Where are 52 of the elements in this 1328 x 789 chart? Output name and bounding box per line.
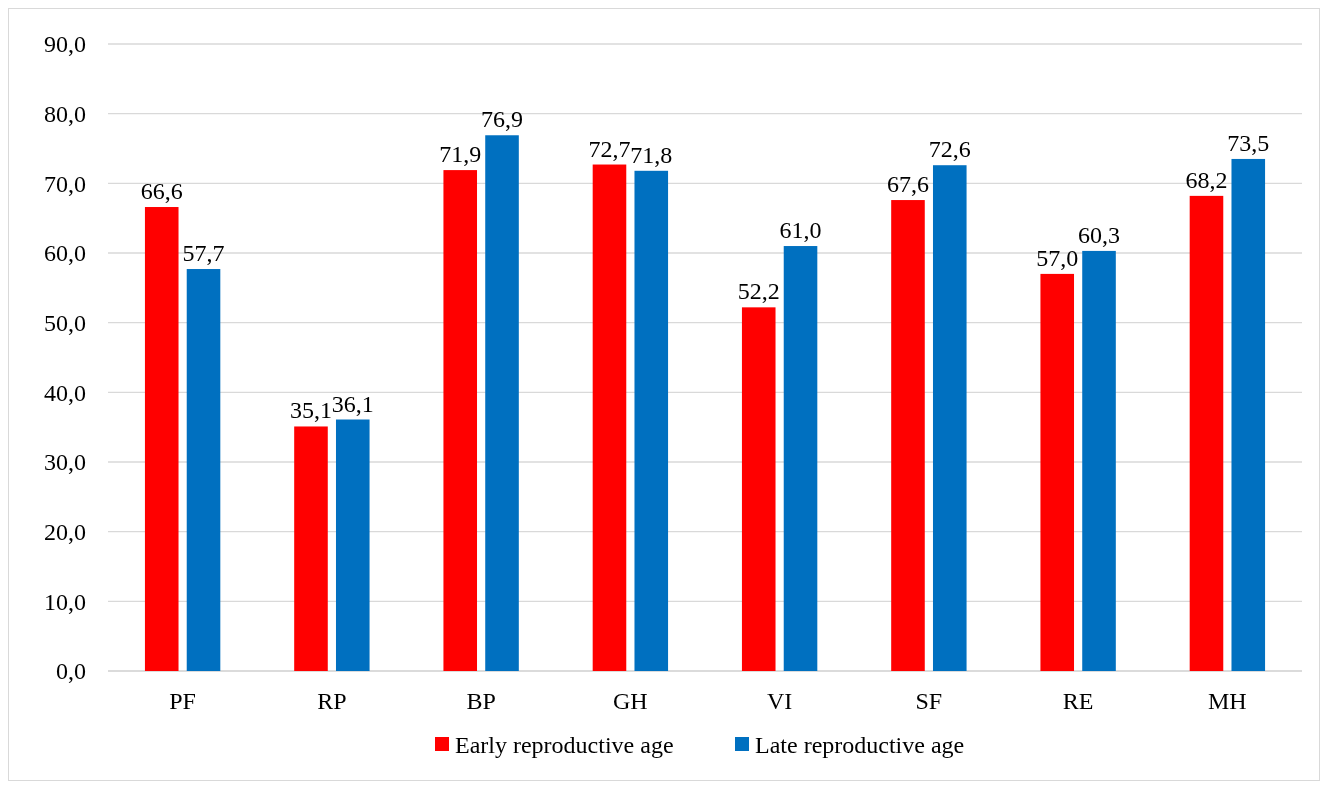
data-label: 60,3 — [1078, 221, 1121, 248]
data-label: 72,6 — [928, 136, 971, 163]
y-tick-label: 60,0 — [44, 240, 86, 267]
bar — [783, 246, 818, 671]
y-tick-label: 30,0 — [44, 449, 86, 476]
data-label: 72,7 — [588, 135, 631, 162]
x-tick-label: MH — [1208, 688, 1247, 714]
bar — [932, 165, 967, 671]
y-tick-label: 40,0 — [44, 379, 86, 406]
y-tick-label: 90,0 — [44, 31, 86, 58]
y-tick-label: 70,0 — [44, 170, 86, 197]
data-label: 57,0 — [1036, 244, 1079, 271]
bar — [144, 207, 179, 671]
y-tick-label: 0,0 — [56, 658, 86, 685]
bar — [1189, 195, 1224, 671]
y-tick-label: 50,0 — [44, 310, 86, 337]
x-tick-label: GH — [613, 688, 648, 714]
bar — [891, 200, 925, 671]
x-tick-label: PF — [169, 688, 196, 714]
y-tick-label: 10,0 — [44, 588, 86, 615]
data-label: 61,0 — [779, 217, 822, 244]
bar — [592, 164, 627, 671]
bar — [186, 269, 221, 671]
bar — [335, 419, 370, 671]
x-tick-label: RP — [317, 688, 347, 714]
x-tick-label: SF — [915, 688, 943, 714]
data-label: 67,6 — [886, 171, 929, 198]
bar — [485, 135, 519, 671]
x-tick-label: RE — [1062, 688, 1094, 714]
bar — [634, 170, 669, 671]
data-label: 66,6 — [140, 178, 183, 205]
y-tick-label: 80,0 — [44, 101, 86, 128]
data-label: 71,8 — [630, 141, 673, 168]
data-label: 52,2 — [737, 278, 780, 305]
bar — [1040, 273, 1075, 671]
bar — [443, 170, 478, 671]
bar — [741, 307, 776, 671]
y-tick-label: 20,0 — [44, 519, 86, 546]
data-label: 57,7 — [182, 240, 225, 267]
x-tick-label: VI — [766, 688, 793, 714]
bar — [294, 426, 328, 671]
legend-label: Early reproductive age — [455, 732, 674, 758]
x-tick-label: BP — [466, 688, 496, 714]
data-label: 68,2 — [1185, 166, 1228, 193]
data-label: 71,9 — [439, 141, 482, 168]
data-label: 73,5 — [1227, 129, 1270, 156]
legend-label: Late reproductive age — [755, 732, 965, 758]
data-label: 36,1 — [331, 390, 374, 417]
bar — [1231, 158, 1266, 671]
data-label: 76,9 — [481, 106, 524, 133]
data-label: 35,1 — [289, 397, 332, 424]
bar — [1082, 250, 1116, 671]
